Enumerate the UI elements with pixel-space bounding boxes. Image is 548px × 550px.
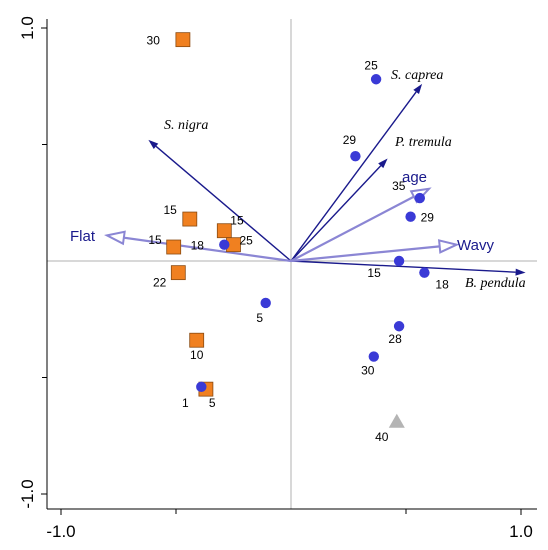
point-label: 18 bbox=[435, 278, 449, 292]
square-point bbox=[175, 32, 191, 48]
point-label: 28 bbox=[388, 332, 402, 346]
plot-area bbox=[47, 19, 537, 509]
environment-label: age bbox=[402, 169, 427, 186]
point-label: 30 bbox=[147, 34, 161, 48]
species-arrow-head bbox=[413, 83, 423, 95]
point-label: 18 bbox=[191, 239, 205, 253]
environment-label: Wavy bbox=[457, 237, 494, 254]
axes: -1.0 1.0 1.0 -1.0 bbox=[18, 16, 537, 541]
point-label: 29 bbox=[343, 133, 357, 147]
environment-arrow bbox=[290, 245, 440, 263]
species-arrow-head bbox=[378, 158, 388, 169]
species-arrow bbox=[290, 165, 382, 262]
species-arrow bbox=[290, 91, 417, 262]
environment-arrow-head bbox=[104, 230, 126, 246]
x-tick-label: -1.0 bbox=[46, 522, 75, 541]
triangle-point bbox=[388, 413, 405, 428]
circle-point bbox=[370, 74, 382, 85]
species-label: P. tremula bbox=[394, 135, 452, 150]
point-label: 5 bbox=[209, 396, 216, 410]
point-label: 15 bbox=[367, 266, 381, 280]
circle-point bbox=[196, 381, 207, 393]
species-label: B. pendula bbox=[465, 276, 526, 291]
point-label: 30 bbox=[361, 364, 375, 378]
species-arrow-head bbox=[148, 139, 159, 149]
point-label: 35 bbox=[392, 179, 406, 193]
environment-arrow-head bbox=[437, 239, 460, 254]
circle-point bbox=[350, 150, 361, 162]
point-label: 5 bbox=[256, 311, 263, 325]
species-label: S. nigra bbox=[164, 118, 208, 133]
species-arrow bbox=[290, 260, 516, 273]
y-tick-label: 1.0 bbox=[18, 16, 37, 40]
point-label: 22 bbox=[153, 276, 167, 290]
point-label: 15 bbox=[148, 233, 162, 247]
point-labels: S. nigra S. caprea P. tremula B. pendula age… bbox=[70, 34, 526, 444]
point-label: 25 bbox=[364, 58, 378, 72]
point-label: 10 bbox=[190, 348, 204, 362]
point-label: 40 bbox=[375, 430, 389, 444]
square-point bbox=[182, 211, 198, 227]
species-arrow-head bbox=[515, 268, 526, 276]
arrows bbox=[104, 83, 526, 276]
point-label: 15 bbox=[163, 203, 177, 217]
y-tick-label: -1.0 bbox=[18, 479, 37, 508]
circle-point bbox=[393, 255, 405, 267]
square-point bbox=[170, 265, 186, 281]
environment-arrow bbox=[290, 195, 415, 262]
square-point bbox=[216, 223, 232, 239]
species-label: S. caprea bbox=[391, 68, 443, 83]
circle-point bbox=[260, 297, 271, 309]
environment-arrow bbox=[123, 236, 292, 263]
species-arrow bbox=[155, 145, 292, 262]
x-tick-label: 1.0 bbox=[509, 522, 533, 541]
environment-label: Flat bbox=[70, 228, 96, 245]
circle-point bbox=[419, 267, 430, 278]
sample-points bbox=[166, 32, 430, 428]
square-point bbox=[189, 332, 205, 348]
circle-point bbox=[393, 321, 405, 332]
circle-point bbox=[368, 351, 379, 362]
circle-point bbox=[405, 211, 416, 222]
point-label: 15 bbox=[230, 214, 244, 228]
point-label: 29 bbox=[421, 211, 435, 225]
square-point bbox=[166, 239, 182, 255]
point-label: 25 bbox=[240, 234, 254, 248]
circle-point bbox=[414, 192, 425, 204]
circle-point bbox=[219, 239, 230, 250]
point-label: 1 bbox=[182, 396, 189, 410]
